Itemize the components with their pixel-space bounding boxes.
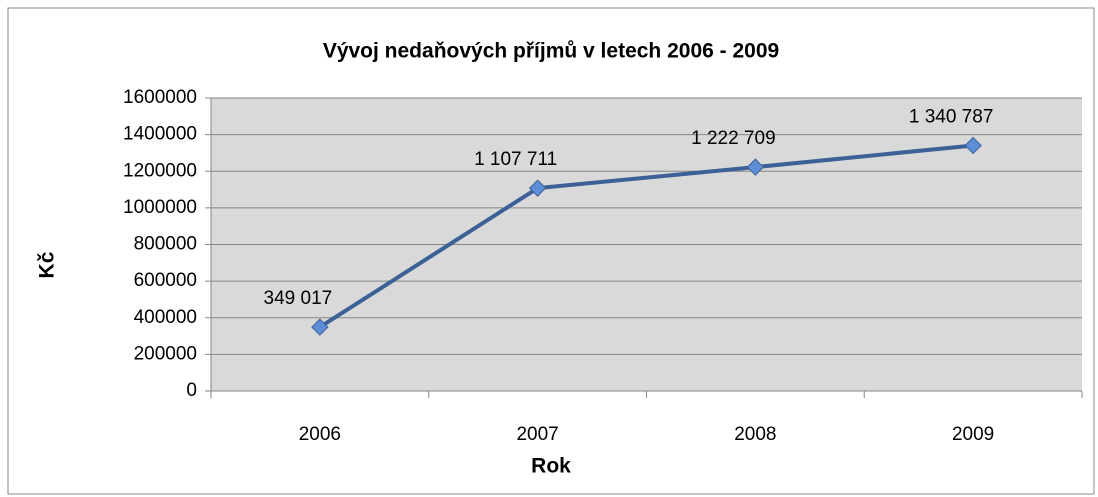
y-axis-title: Kč (36, 251, 59, 278)
y-tick-label: 400000 (134, 307, 197, 328)
data-marker (311, 318, 329, 336)
data-line (318, 143, 974, 329)
data-marker (964, 136, 982, 155)
x-axis-title: Rok (531, 455, 571, 478)
x-tick-label: 2009 (952, 424, 994, 445)
data-label: 349 017 (264, 288, 333, 309)
data-label: 1 107 711 (474, 149, 557, 170)
x-tick-label: 2007 (516, 424, 558, 445)
y-tick-label: 1400000 (123, 124, 197, 145)
y-tick-label: 1600000 (123, 87, 197, 108)
x-tick-label: 2008 (734, 424, 776, 445)
y-tick-label: 600000 (134, 270, 197, 291)
y-tick-label: 1000000 (123, 197, 197, 218)
y-tick-label: 1200000 (123, 160, 197, 181)
y-tick-label: 800000 (134, 234, 197, 255)
data-marker (528, 179, 547, 197)
x-tick-label: 2006 (299, 424, 341, 445)
y-tick-label: 200000 (134, 343, 197, 364)
y-tick-label: 0 (186, 380, 197, 401)
data-marker (746, 158, 765, 176)
data-label: 1 340 787 (909, 106, 994, 127)
chart-title: Vývoj nedaňových příjmů v letech 2006 - … (323, 40, 779, 63)
data-label: 1 222 709 (691, 128, 776, 149)
